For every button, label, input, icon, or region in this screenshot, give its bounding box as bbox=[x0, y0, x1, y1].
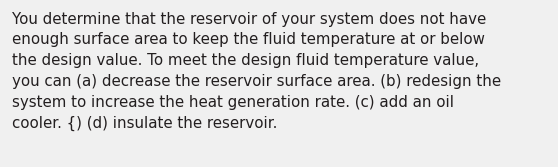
Text: You determine that the reservoir of your system does not have
enough surface are: You determine that the reservoir of your… bbox=[12, 12, 502, 131]
